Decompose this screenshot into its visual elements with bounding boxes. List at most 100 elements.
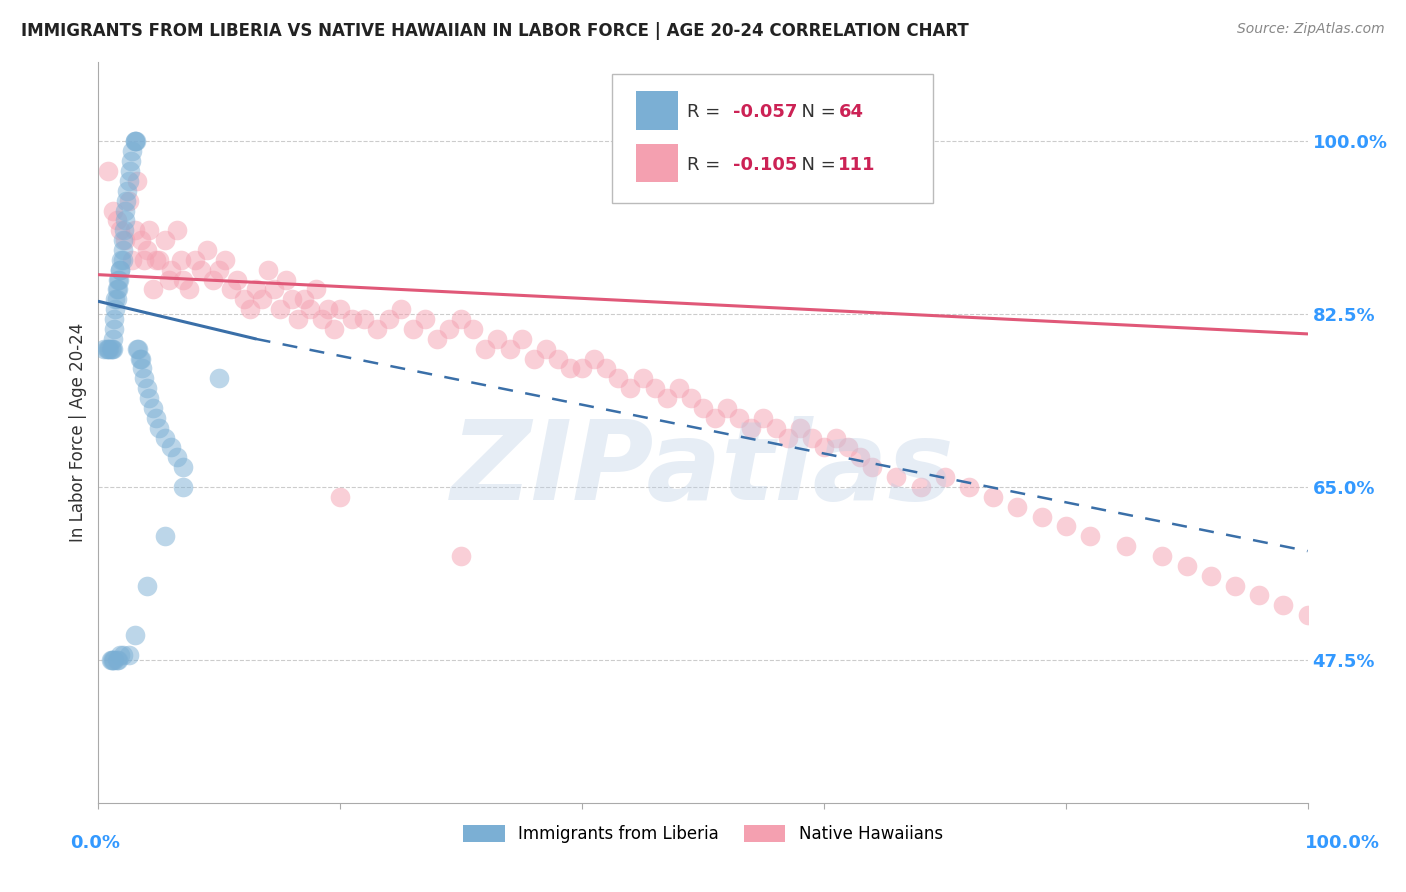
Point [957,480,980,494]
Point [153,431,176,445]
Text: ZIPatlas: ZIPatlas [451,417,955,523]
Point [679,391,702,405]
Point [118,648,141,662]
Point [281,293,304,307]
Point [463,322,485,336]
Point [1115,539,1137,553]
Point [287,312,309,326]
Point [101,342,124,356]
Point [274,272,297,286]
Point [886,470,908,484]
Point [558,361,581,376]
Text: Source: ZipAtlas.com: Source: ZipAtlas.com [1237,22,1385,37]
Point [124,135,146,149]
Point [377,312,399,326]
Point [111,648,134,662]
Point [104,293,127,307]
Point [426,332,449,346]
Point [323,322,346,336]
Point [112,223,135,237]
Point [692,401,714,415]
Point [100,342,122,356]
Point [571,361,593,376]
Point [202,272,225,286]
Point [121,252,143,267]
Point [100,653,122,667]
Point [619,381,641,395]
Point [108,272,131,286]
Point [111,233,134,247]
Point [752,410,775,425]
Point [583,351,606,366]
Point [221,283,243,297]
Point [135,243,157,257]
Point [111,243,134,257]
Point [1272,599,1295,613]
Point [311,312,333,326]
Point [117,184,139,198]
Point [740,420,762,434]
Point [138,223,160,237]
Text: IMMIGRANTS FROM LIBERIA VS NATIVE HAWAIIAN IN LABOR FORCE | AGE 20-24 CORRELATIO: IMMIGRANTS FROM LIBERIA VS NATIVE HAWAII… [21,22,969,40]
Point [655,391,678,405]
Point [108,262,131,277]
Text: N =: N = [790,156,842,174]
Point [595,361,617,376]
Point [142,401,165,415]
FancyBboxPatch shape [637,144,678,183]
Point [135,579,157,593]
Point [1152,549,1174,563]
Point [800,431,823,445]
Text: 111: 111 [838,156,876,174]
Point [172,480,194,494]
Point [486,332,509,346]
Point [1007,500,1029,514]
Point [124,135,146,149]
Legend: Immigrants from Liberia, Native Hawaiians: Immigrants from Liberia, Native Hawaiian… [457,819,949,850]
Point [108,648,131,662]
Point [101,332,124,346]
Point [813,441,835,455]
Point [208,262,231,277]
Point [934,470,956,484]
Point [107,283,129,297]
Point [114,233,136,247]
Point [118,164,141,178]
Point [305,283,328,297]
Point [145,252,167,267]
Point [195,243,218,257]
Point [245,283,267,297]
Point [108,223,131,237]
Point [269,302,291,317]
Point [142,283,165,297]
Point [129,351,152,366]
Point [299,302,322,317]
Point [837,441,859,455]
Point [103,312,125,326]
Text: -0.105: -0.105 [734,156,797,174]
Point [226,272,249,286]
Point [523,351,546,366]
Point [100,653,122,667]
Point [160,441,183,455]
Point [128,351,150,366]
Point [166,450,188,465]
Point [93,342,115,356]
Point [644,381,666,395]
Point [1223,579,1246,593]
Point [263,283,285,297]
Text: R =: R = [688,156,727,174]
Point [316,302,339,317]
Point [668,381,690,395]
Text: 64: 64 [838,103,863,121]
Point [910,480,932,494]
Point [607,371,630,385]
Point [1199,568,1222,582]
Point [105,653,128,667]
Point [413,312,436,326]
Point [121,145,143,159]
Point [118,174,141,188]
Point [120,154,142,169]
Point [631,371,654,385]
Point [157,272,180,286]
